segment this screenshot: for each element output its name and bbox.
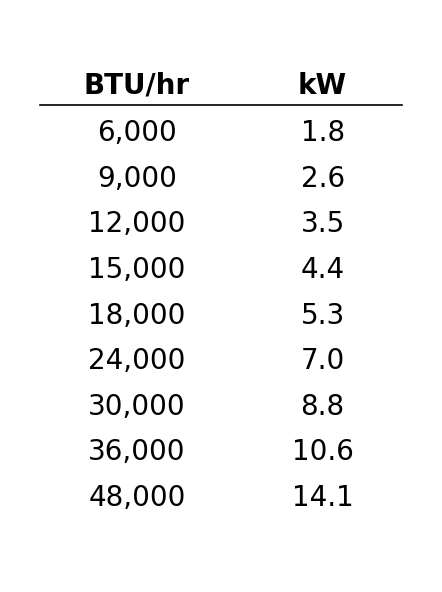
Text: 3.5: 3.5: [301, 210, 345, 239]
Text: 2.6: 2.6: [301, 165, 345, 193]
Text: 8.8: 8.8: [301, 392, 345, 421]
Text: 18,000: 18,000: [88, 301, 186, 330]
Text: 7.0: 7.0: [301, 347, 345, 375]
Text: 14.1: 14.1: [292, 484, 354, 512]
Text: 9,000: 9,000: [97, 165, 177, 193]
Text: 6,000: 6,000: [97, 119, 177, 147]
Text: kW: kW: [298, 72, 347, 100]
Text: 5.3: 5.3: [301, 301, 345, 330]
Text: 30,000: 30,000: [88, 392, 186, 421]
Text: 48,000: 48,000: [88, 484, 186, 512]
Text: 24,000: 24,000: [88, 347, 186, 375]
Text: 1.8: 1.8: [301, 119, 345, 147]
Text: 12,000: 12,000: [88, 210, 186, 239]
Text: BTU/hr: BTU/hr: [84, 72, 190, 100]
Text: 10.6: 10.6: [292, 438, 354, 466]
Text: 4.4: 4.4: [301, 256, 345, 284]
Text: 15,000: 15,000: [88, 256, 186, 284]
Text: 36,000: 36,000: [88, 438, 186, 466]
